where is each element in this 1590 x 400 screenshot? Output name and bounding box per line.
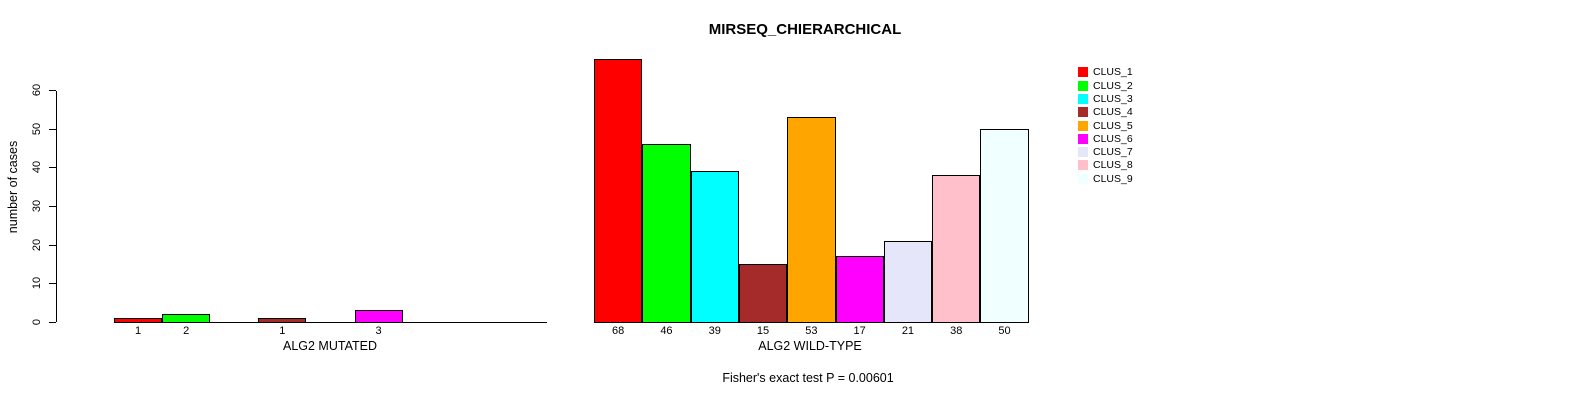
bar-label-clus_4-mutated: 1 bbox=[279, 325, 286, 337]
bar-clus_4-wildtype bbox=[739, 264, 787, 323]
legend-label-clus_4: CLUS_4 bbox=[1093, 106, 1133, 119]
bar-label-clus_2-mutated: 2 bbox=[183, 325, 190, 337]
y-tick-50 bbox=[49, 129, 56, 130]
y-axis-line bbox=[56, 91, 57, 322]
legend-label-clus_2: CLUS_2 bbox=[1093, 79, 1133, 92]
bar-clus_7-wildtype bbox=[884, 241, 932, 323]
bar-clus_6-wildtype bbox=[836, 256, 884, 323]
y-tick-label-30: 30 bbox=[31, 199, 43, 213]
bar-clus_1-wildtype bbox=[594, 59, 642, 323]
fisher-test-annotation: Fisher's exact test P = 0.00601 bbox=[722, 371, 894, 385]
x-axis-title-mutated: ALG2 MUTATED bbox=[283, 339, 377, 353]
y-tick-0 bbox=[49, 322, 56, 323]
y-axis-title: number of cases bbox=[6, 140, 20, 234]
y-tick-label-40: 40 bbox=[31, 160, 43, 174]
bar-label-clus_7-wildtype: 21 bbox=[901, 325, 915, 337]
legend-swatch-clus_4 bbox=[1078, 107, 1088, 117]
legend-label-clus_5: CLUS_5 bbox=[1093, 119, 1133, 132]
legend-swatch-clus_5 bbox=[1078, 121, 1088, 131]
bar-clus_1-mutated bbox=[114, 318, 162, 323]
legend-label-clus_9: CLUS_9 bbox=[1093, 172, 1133, 185]
y-tick-label-50: 50 bbox=[31, 122, 43, 136]
legend-swatch-clus_9 bbox=[1078, 174, 1088, 184]
bar-label-clus_5-wildtype: 53 bbox=[805, 325, 818, 337]
legend-swatch-clus_3 bbox=[1078, 94, 1088, 104]
legend-label-clus_1: CLUS_1 bbox=[1093, 66, 1133, 79]
y-tick-label-20: 20 bbox=[31, 238, 43, 252]
bar-label-clus_2-wildtype: 46 bbox=[660, 325, 673, 337]
bar-clus_4-mutated bbox=[258, 318, 306, 323]
y-tick-10 bbox=[49, 283, 56, 284]
bar-label-clus_9-wildtype: 50 bbox=[998, 325, 1011, 337]
legend-swatch-clus_1 bbox=[1078, 67, 1088, 77]
bar-clus_5-wildtype bbox=[787, 117, 836, 323]
legend-swatch-clus_2 bbox=[1078, 81, 1088, 91]
bar-clus_3-wildtype bbox=[691, 171, 739, 323]
legend-swatch-clus_6 bbox=[1078, 134, 1088, 144]
legend-label-clus_7: CLUS_7 bbox=[1093, 146, 1133, 159]
chart-title: MIRSEQ_CHIERARCHICAL bbox=[708, 21, 902, 38]
y-tick-label-60: 60 bbox=[31, 83, 43, 97]
bar-label-clus_6-wildtype: 17 bbox=[853, 325, 866, 337]
legend-label-clus_8: CLUS_8 bbox=[1093, 159, 1133, 172]
bar-clus_2-wildtype bbox=[642, 144, 691, 323]
y-tick-60 bbox=[49, 90, 56, 91]
bar-label-clus_1-wildtype: 68 bbox=[612, 325, 625, 337]
y-tick-label-10: 10 bbox=[31, 276, 43, 290]
bar-clus_2-mutated bbox=[162, 314, 210, 323]
bar-label-clus_8-wildtype: 38 bbox=[950, 325, 963, 337]
bar-label-clus_4-wildtype: 15 bbox=[756, 325, 770, 337]
legend-label-clus_3: CLUS_3 bbox=[1093, 92, 1133, 105]
bar-clus_8-wildtype bbox=[932, 175, 980, 323]
bar-label-clus_1-mutated: 1 bbox=[134, 325, 142, 337]
legend-label-clus_6: CLUS_6 bbox=[1093, 132, 1133, 145]
legend-swatch-clus_7 bbox=[1078, 147, 1088, 157]
x-axis-title-wildtype: ALG2 WILD-TYPE bbox=[758, 339, 862, 353]
bar-clus_6-mutated bbox=[355, 310, 403, 323]
y-tick-30 bbox=[49, 206, 56, 207]
bar-label-clus_3-wildtype: 39 bbox=[708, 325, 721, 337]
bar-clus_9-wildtype bbox=[980, 129, 1029, 323]
bar-label-clus_6-mutated: 3 bbox=[375, 325, 382, 337]
y-tick-label-0: 0 bbox=[31, 318, 43, 326]
y-tick-40 bbox=[49, 167, 56, 168]
legend-swatch-clus_8 bbox=[1078, 160, 1088, 170]
baseline-mutated bbox=[114, 322, 547, 323]
y-tick-20 bbox=[49, 245, 56, 246]
